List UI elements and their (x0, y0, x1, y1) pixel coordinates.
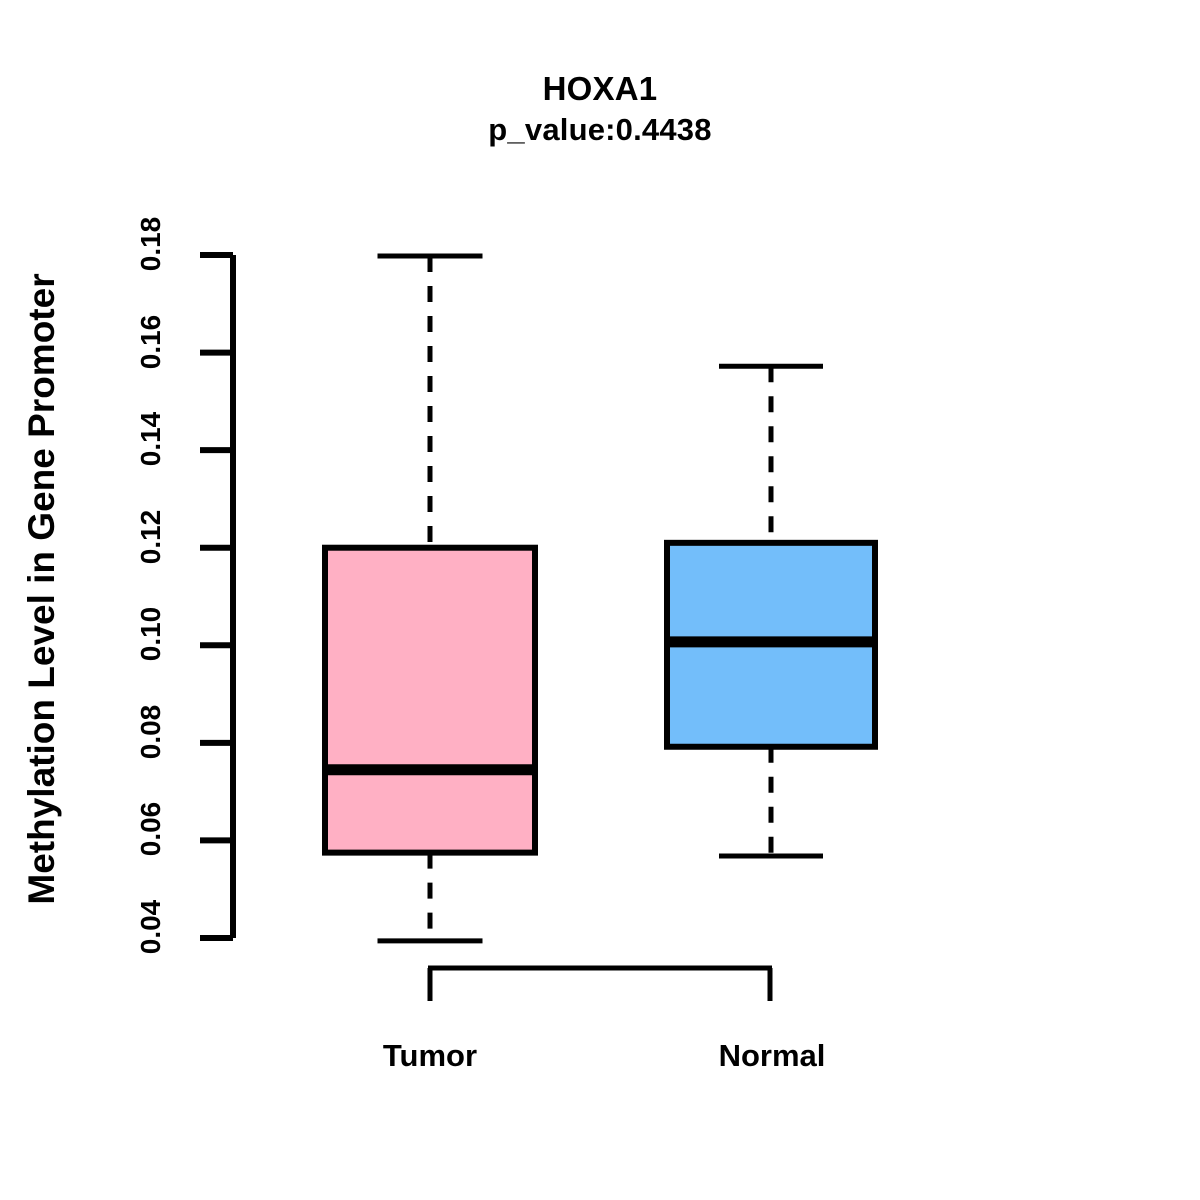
chart-title: HOXA1 (542, 70, 658, 107)
box-normal[interactable] (664, 363, 878, 859)
y-axis (200, 252, 236, 941)
title-block: HOXA1 p_value:0.4438 (0, 68, 1200, 150)
y-axis-ticks (200, 252, 233, 941)
chart-subtitle-pvalue: p_value:0.4438 (488, 112, 712, 148)
box-iqr-rect[interactable] (322, 544, 538, 856)
x-tick-label-normal: Normal (718, 1038, 826, 1073)
box-series-layer (322, 253, 878, 944)
box-tumor[interactable] (322, 253, 538, 944)
x-tick-label-tumor: Tumor (382, 1038, 478, 1073)
comparison-bracket (427, 965, 773, 1001)
